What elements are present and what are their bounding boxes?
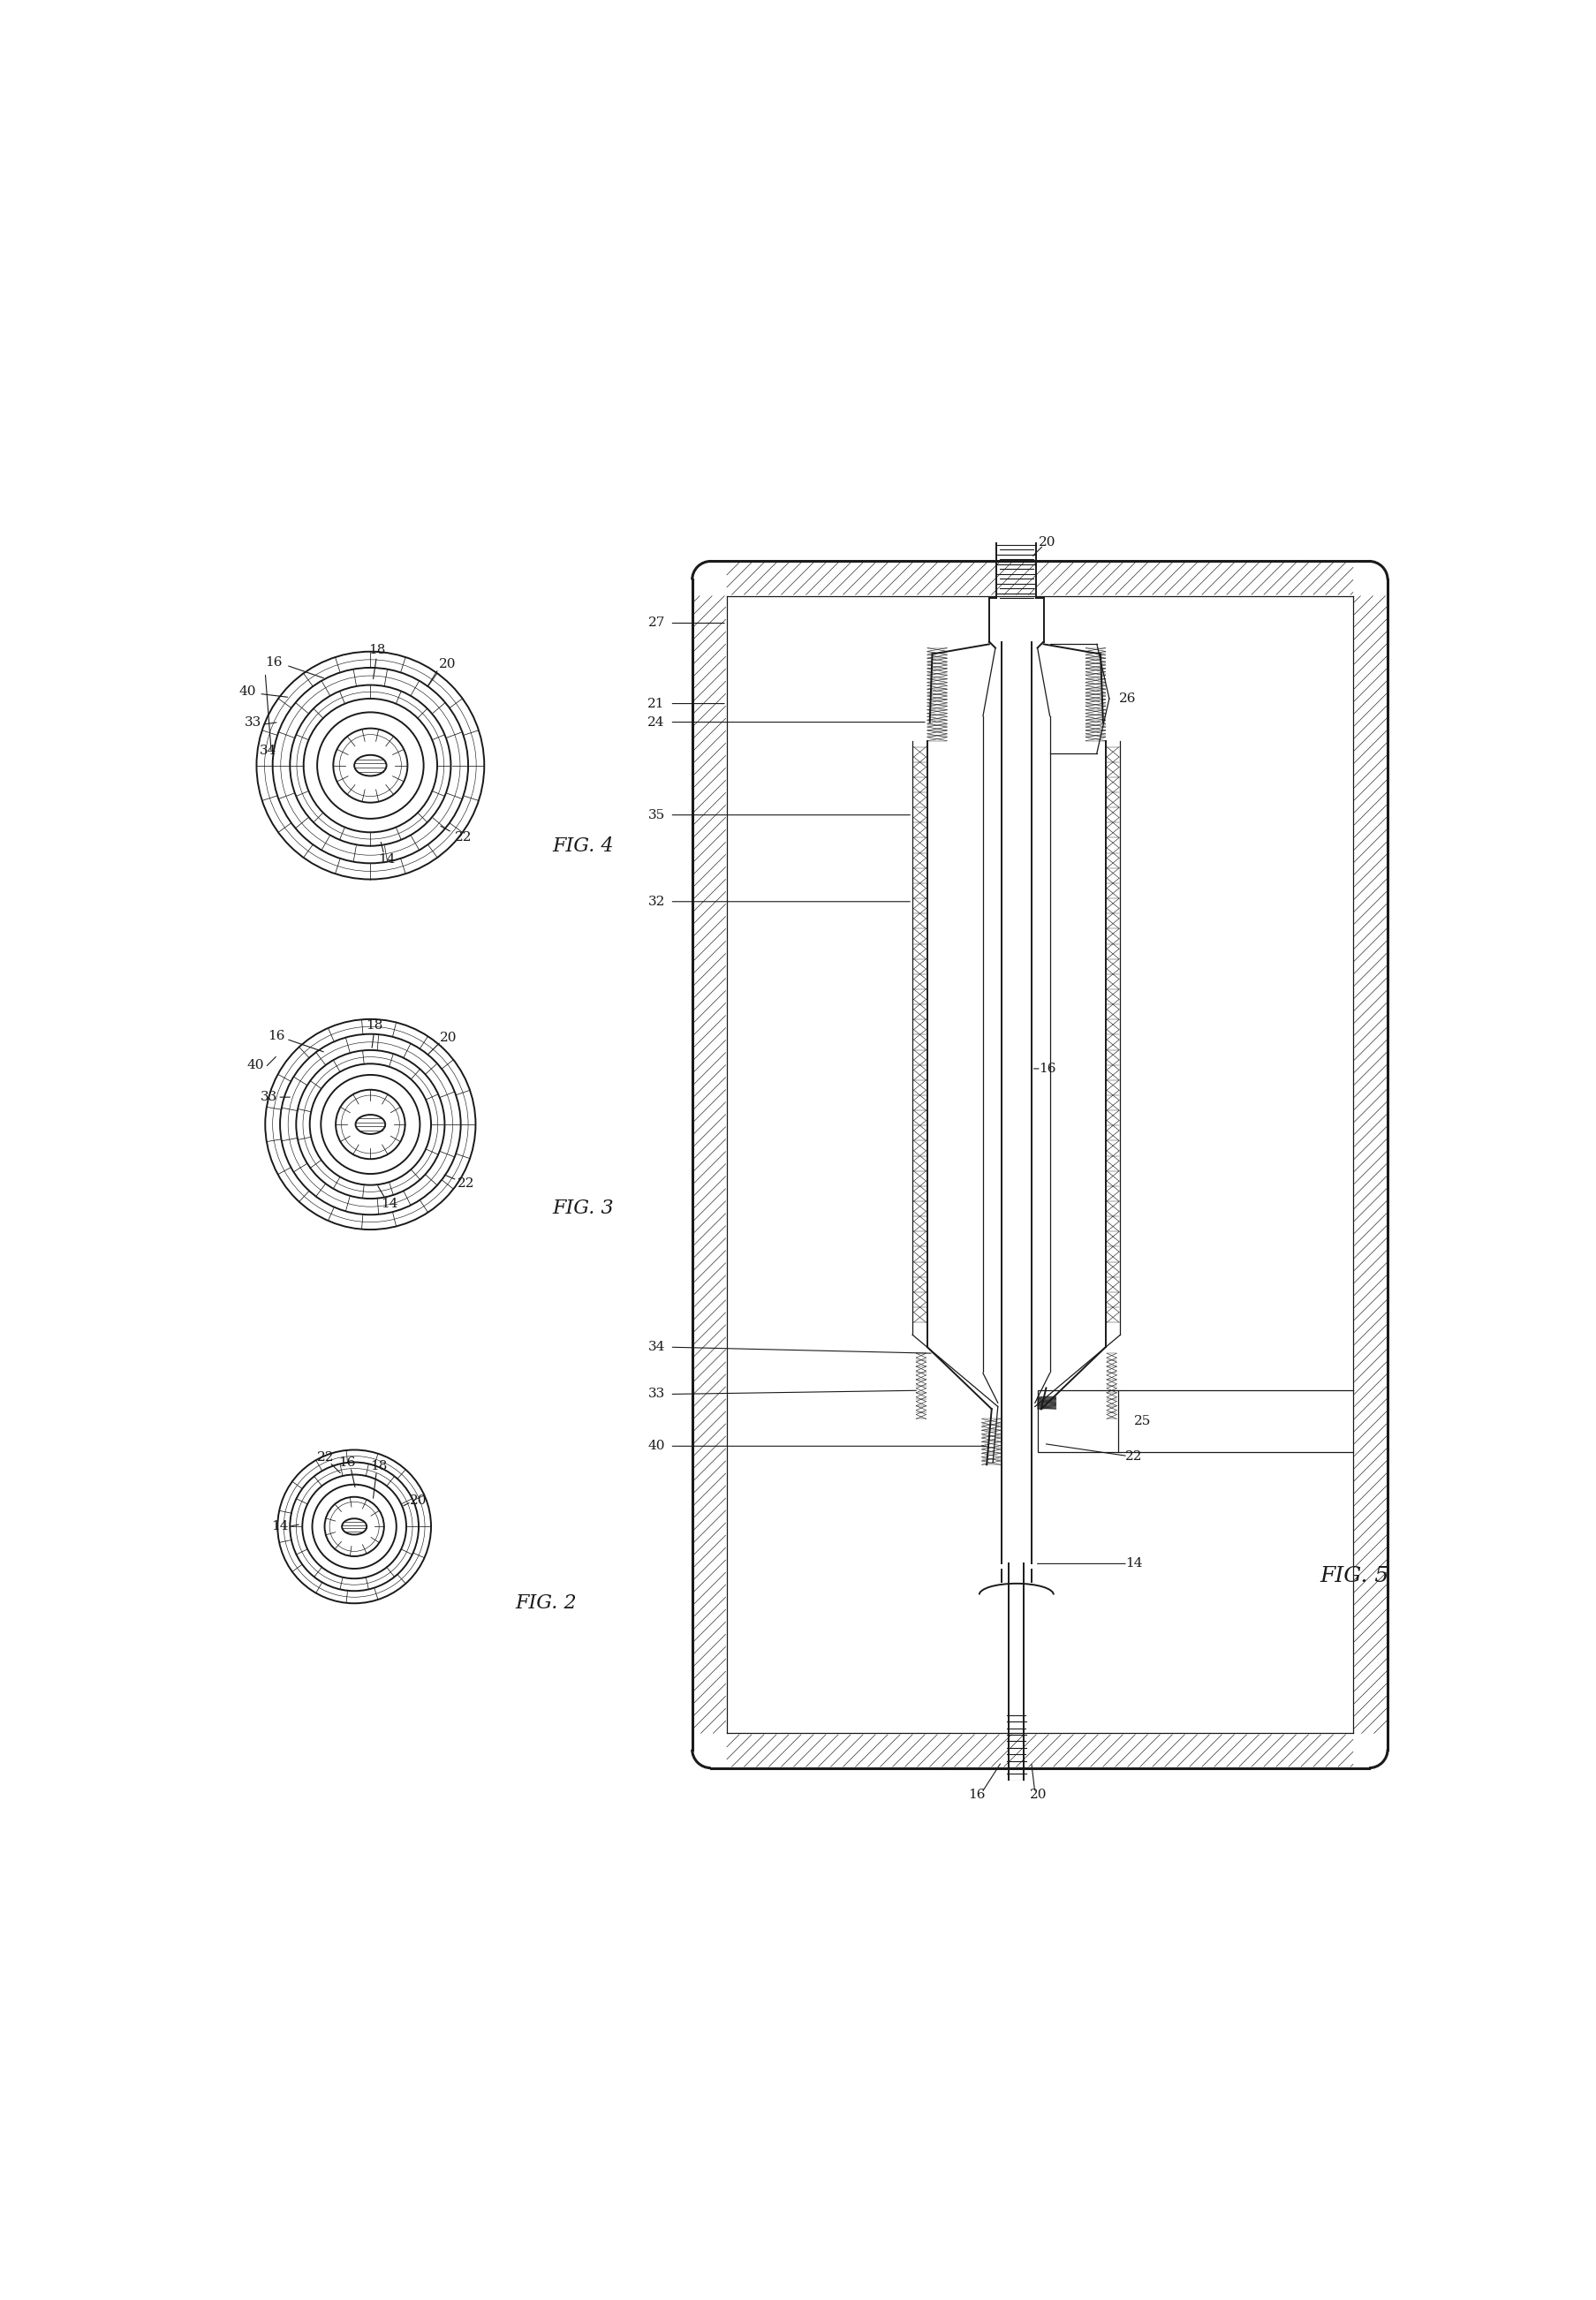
- Ellipse shape: [356, 1116, 385, 1134]
- Text: 16: 16: [1037, 1063, 1055, 1074]
- Text: 20: 20: [439, 658, 455, 669]
- Text: 33: 33: [244, 715, 262, 729]
- Text: 14: 14: [378, 853, 394, 865]
- Text: 18: 18: [365, 1019, 383, 1030]
- Text: 14: 14: [1125, 1557, 1143, 1571]
- Text: 32: 32: [648, 895, 664, 908]
- Text: 40: 40: [648, 1440, 664, 1451]
- Text: 16: 16: [265, 656, 282, 669]
- Text: 22: 22: [455, 830, 471, 844]
- Text: 20: 20: [410, 1495, 428, 1507]
- Ellipse shape: [342, 1518, 367, 1534]
- Text: 14: 14: [271, 1520, 289, 1532]
- Text: FIG. 4: FIG. 4: [552, 837, 613, 856]
- Text: 34: 34: [259, 745, 276, 757]
- Text: 22: 22: [456, 1178, 474, 1189]
- Text: 22: 22: [318, 1451, 334, 1463]
- Text: 27: 27: [648, 616, 664, 630]
- Ellipse shape: [354, 754, 386, 775]
- Text: 16: 16: [967, 1789, 985, 1801]
- Text: FIG. 3: FIG. 3: [552, 1198, 613, 1219]
- Text: 20: 20: [439, 1033, 456, 1044]
- Text: 21: 21: [648, 697, 664, 711]
- Text: 20: 20: [1037, 536, 1055, 550]
- Text: FIG. 5: FIG. 5: [1318, 1566, 1389, 1587]
- Bar: [1037, 1392, 1117, 1451]
- Text: 25: 25: [1133, 1414, 1151, 1428]
- Text: 35: 35: [648, 810, 664, 821]
- Text: 16: 16: [338, 1456, 356, 1467]
- Text: 18: 18: [367, 644, 385, 656]
- Text: 14: 14: [380, 1198, 397, 1210]
- Text: 22: 22: [1125, 1449, 1143, 1463]
- Text: 34: 34: [648, 1341, 664, 1352]
- Text: 33: 33: [648, 1387, 664, 1401]
- Text: 40: 40: [246, 1058, 263, 1072]
- Text: 24: 24: [648, 715, 664, 729]
- Text: 33: 33: [260, 1090, 278, 1104]
- Text: 26: 26: [1119, 692, 1136, 704]
- Text: 20: 20: [1029, 1789, 1047, 1801]
- Text: FIG. 2: FIG. 2: [516, 1594, 576, 1612]
- Text: 18: 18: [370, 1460, 388, 1472]
- Text: 40: 40: [239, 685, 257, 697]
- Text: 16: 16: [268, 1030, 284, 1042]
